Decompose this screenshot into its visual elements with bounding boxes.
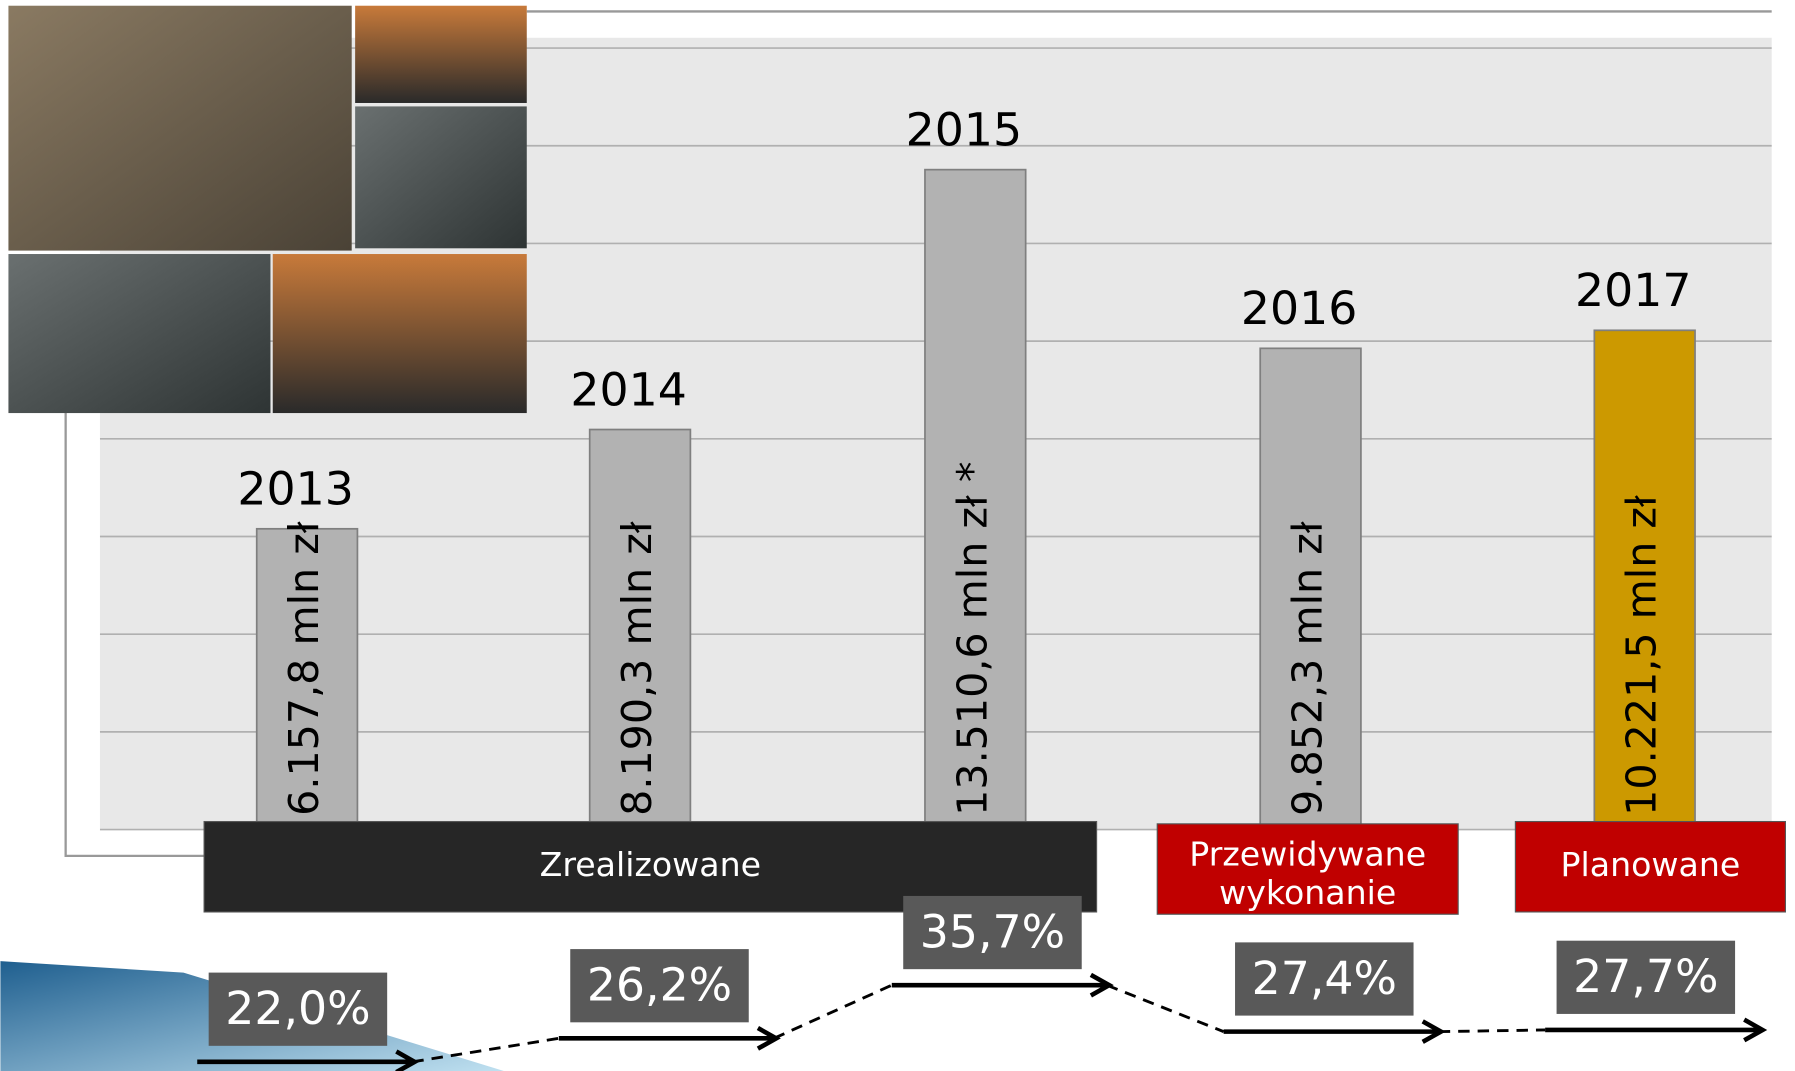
category-label: 2015 — [906, 104, 1022, 157]
status-band — [1156, 823, 1459, 915]
status-band — [1514, 820, 1786, 913]
bar — [1593, 329, 1696, 831]
bar — [924, 168, 1027, 831]
status-label: Zrealizowane — [540, 845, 761, 884]
share-label: 27,7% — [1573, 950, 1718, 1003]
category-label: 2014 — [570, 363, 686, 416]
category-label: 2013 — [237, 463, 353, 516]
bar — [1259, 347, 1362, 831]
bar — [255, 527, 359, 831]
category-label: 2017 — [1575, 264, 1691, 317]
share-box — [208, 972, 388, 1046]
value-label: 9.852,3 mln zł — [1284, 521, 1332, 816]
share-label: 27,4% — [1252, 952, 1397, 1005]
category-label: 2016 — [1241, 282, 1357, 335]
status-label: Przewidywane wykonanie — [1189, 834, 1426, 912]
value-label: 13.510,6 mln zł * — [948, 462, 996, 816]
trend-link — [773, 983, 893, 1040]
value-label: 6.157,8 mln zł — [280, 521, 328, 816]
arrow-head — [1743, 1017, 1768, 1043]
value-label: 8.190,3 mln zł — [613, 521, 661, 816]
share-label: 22,0% — [225, 982, 370, 1035]
share-box — [1235, 942, 1414, 1016]
share-label: 35,7% — [920, 905, 1065, 958]
share-box — [570, 949, 749, 1023]
value-label: 10.221,5 mln zł — [1618, 495, 1666, 816]
bar — [588, 428, 692, 831]
frame — [64, 411, 205, 858]
trend-link — [1438, 1028, 1546, 1034]
trend-link — [1106, 983, 1225, 1033]
status-label: Planowane — [1561, 845, 1741, 884]
share-label: 26,2% — [587, 958, 732, 1011]
share-box — [1556, 940, 1736, 1014]
share-box — [903, 895, 1082, 970]
trend-link — [412, 1036, 560, 1064]
photo-collage — [8, 5, 527, 414]
